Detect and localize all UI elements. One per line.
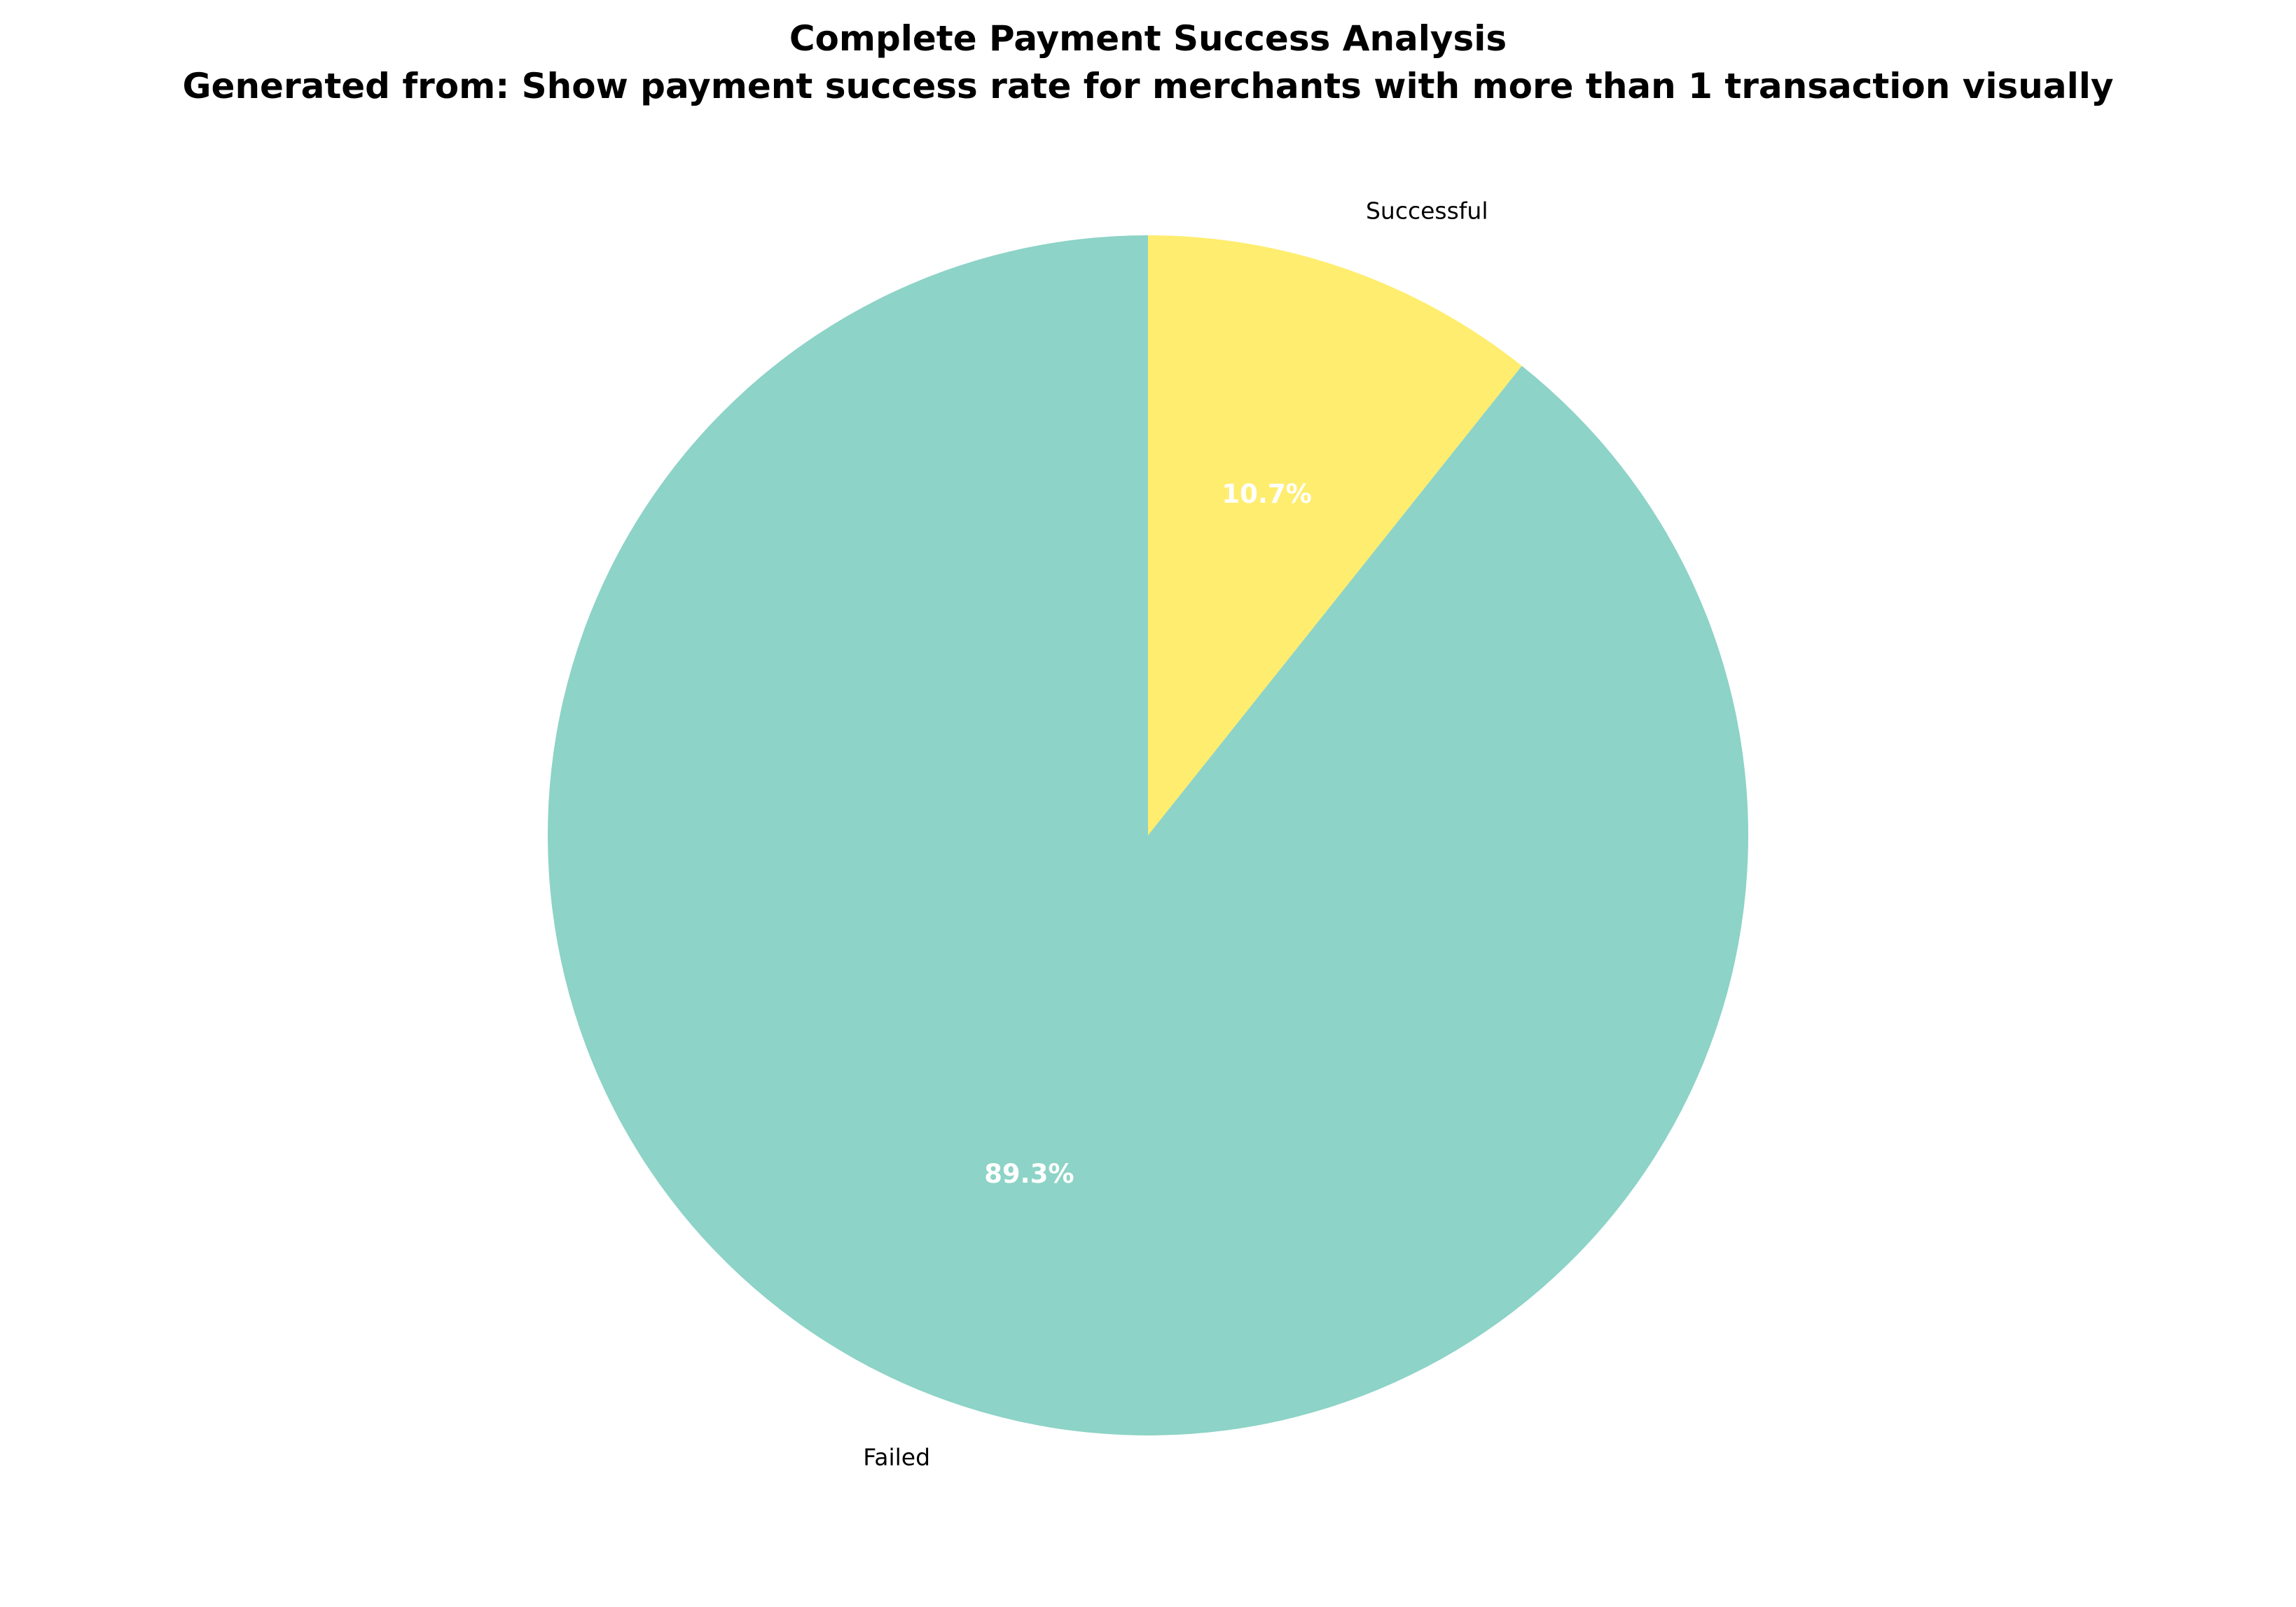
chart-title: Complete Payment Success Analysis bbox=[789, 18, 1507, 59]
pct-label-successful: 10.7% bbox=[1222, 479, 1311, 509]
pie-slice-failed bbox=[547, 235, 1749, 1436]
pie-slices bbox=[547, 235, 1749, 1436]
pie-labels: Successful 10.7% Failed 89.3% bbox=[863, 197, 1488, 1471]
slice-label-successful: Successful bbox=[1366, 197, 1488, 225]
chart-subtitle: Generated from: Show payment success rat… bbox=[183, 66, 2114, 106]
pct-label-failed: 89.3% bbox=[984, 1159, 1074, 1189]
slice-label-failed: Failed bbox=[863, 1443, 930, 1470]
pie-slice-successful bbox=[1148, 235, 1522, 835]
